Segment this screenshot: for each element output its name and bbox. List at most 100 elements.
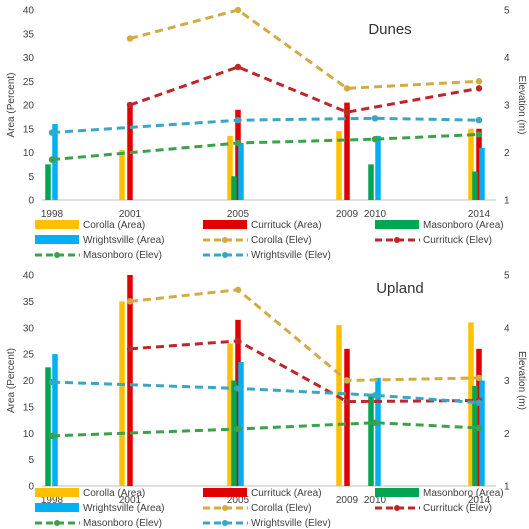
- line-corolla-elev: [129, 288, 480, 383]
- bar-wrightsville-2010: [375, 135, 381, 200]
- y-right-tick-label: 2: [504, 429, 510, 440]
- legend-swatch-bar: [35, 235, 79, 244]
- y-left-tick-label: 15: [23, 402, 35, 413]
- bar-corolla-2001: [119, 301, 125, 486]
- legend-label: Masonboro (Area): [423, 220, 504, 231]
- bar-wrightsville-2014: [479, 380, 485, 486]
- bar-currituck-2009: [344, 102, 350, 200]
- x-tick-label: 2010: [364, 209, 387, 220]
- point-currituck-elev-2005: [234, 337, 242, 345]
- y-left-tick-label: 10: [23, 429, 35, 440]
- legend-swatch-bar: [375, 220, 419, 229]
- point-masonboro-elev-1998: [48, 156, 56, 163]
- panel-dunes: 0 5 10 15 20 25 30 35 40 1 2 3 4 5 1998 2001 2005 2009 201…: [6, 6, 527, 221]
- legend: Corolla (Area) Currituck (Area) Masonboro …: [35, 488, 504, 529]
- legend-swatch-marker: [394, 237, 400, 243]
- legend: Corolla (Area) Currituck (Area) Masonboro …: [35, 220, 504, 261]
- bar-currituck-2014: [476, 348, 482, 486]
- legend-swatch-marker: [222, 237, 228, 243]
- y-left-tick-label: 25: [23, 77, 35, 88]
- point-corolla-elev-2005: [234, 6, 242, 14]
- legend-swatch-marker: [54, 520, 60, 526]
- point-currituck-elev-2005: [234, 63, 242, 71]
- x-tick-label: 2009: [336, 209, 359, 220]
- y-left-tick-label: 10: [23, 148, 35, 159]
- bar-corolla-2009: [336, 131, 342, 200]
- panel-title: Dunes: [368, 21, 411, 38]
- bar-currituck-2014: [476, 128, 482, 200]
- line-currituck-elev: [129, 339, 480, 404]
- bar-currituck-2005: [235, 109, 241, 200]
- point-wrightsville-elev-2014: [475, 117, 483, 124]
- legend-label: Corolla (Elev): [251, 503, 312, 514]
- y-right-tick-label: 5: [504, 6, 510, 17]
- x-tick-label: 1998: [41, 209, 64, 220]
- point-corolla-elev-2014: [475, 78, 483, 85]
- y-left-tick-label: 20: [23, 101, 35, 112]
- point-currituck-elev-2009: [343, 398, 351, 405]
- legend-label: Masonboro (Area): [423, 488, 504, 499]
- point-currituck-elev-2001: [126, 101, 134, 109]
- point-masonboro-elev-2014: [475, 131, 483, 138]
- point-masonboro-elev-2010: [371, 419, 379, 426]
- legend-swatch-bar: [35, 503, 79, 512]
- y-right-tick-label: 4: [504, 323, 510, 334]
- point-wrightsville-elev-2010: [371, 392, 379, 399]
- legend-swatch-marker: [54, 252, 60, 258]
- legend-swatch-bar: [35, 220, 79, 229]
- legend-label: Currituck (Elev): [423, 503, 492, 514]
- bar-masonboro-1998: [45, 164, 51, 200]
- legend-label: Wrightsville (Elev): [251, 518, 331, 529]
- legend-swatch-marker: [394, 505, 400, 511]
- bar-wrightsville-2010: [375, 377, 381, 486]
- bar-corolla-2009: [336, 325, 342, 486]
- y-left-tick-label: 0: [28, 482, 34, 493]
- y-left-axis-label: Area (Percent): [6, 72, 17, 137]
- y-left-tick-label: 15: [23, 124, 35, 135]
- y-left-tick-label: 25: [23, 350, 35, 361]
- bar-masonboro-2014: [472, 171, 478, 200]
- x-tick-label: 2009: [336, 495, 359, 506]
- legend-swatch-bar: [203, 488, 247, 497]
- point-masonboro-elev-2014: [475, 424, 483, 432]
- point-wrightsville-elev-1998: [48, 378, 56, 386]
- bar-currituck-2009: [344, 348, 350, 486]
- point-wrightsville-elev-2010: [371, 115, 379, 122]
- y-right-tick-label: 1: [504, 196, 510, 207]
- bar-masonboro-2010: [368, 164, 374, 200]
- y-right-tick-label: 3: [504, 101, 510, 112]
- bar-masonboro-2014: [472, 385, 478, 486]
- bar-currituck-2005: [235, 319, 241, 486]
- x-tick-label: 2001: [119, 495, 142, 506]
- bar-corolla-2014: [468, 322, 474, 486]
- legend-label: Masonboro (Elev): [83, 250, 162, 261]
- point-currituck-elev-2009: [343, 108, 351, 116]
- point-wrightsville-elev-1998: [48, 129, 56, 136]
- y-left-tick-label: 35: [23, 29, 35, 40]
- bar-masonboro-2010: [368, 393, 374, 486]
- legend-label: Masonboro (Elev): [83, 518, 162, 529]
- y-right-axis-label: Elevation (m): [516, 351, 527, 410]
- legend-swatch-marker: [222, 252, 228, 258]
- bar-corolla-2005: [227, 343, 233, 486]
- point-wrightsville-elev-2014: [475, 399, 483, 406]
- point-corolla-elev-2001: [126, 35, 134, 42]
- legend-label: Currituck (Elev): [423, 235, 492, 246]
- x-tick-label: 1998: [41, 495, 64, 506]
- point-wrightsville-elev-2005: [234, 385, 242, 392]
- point-masonboro-elev-2005: [234, 139, 242, 147]
- y-right-tick-label: 2: [504, 148, 510, 159]
- point-corolla-elev-2009: [343, 377, 351, 384]
- legend-label: Currituck (Area): [251, 488, 322, 499]
- point-currituck-elev-2014: [475, 85, 483, 92]
- y-right-tick-label: 4: [504, 53, 510, 64]
- bar-currituck-2001: [127, 275, 133, 486]
- y-left-tick-label: 30: [23, 323, 35, 334]
- point-corolla-elev-2001: [126, 298, 134, 305]
- legend-label: Wrightsville (Area): [83, 503, 165, 514]
- y-left-tick-label: 0: [28, 196, 34, 207]
- panel-upland: 0 5 10 15 20 25 30 35 40 1 2 3 4 5 1998 2001 2005 2009 201…: [6, 271, 527, 507]
- line-wrightsville-elev: [51, 116, 480, 135]
- point-currituck-elev-2001: [126, 345, 134, 353]
